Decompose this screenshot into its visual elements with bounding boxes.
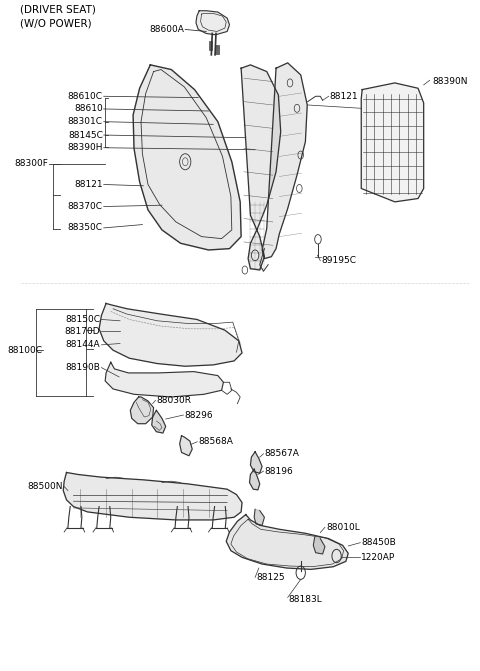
- Text: 88450B: 88450B: [361, 538, 396, 547]
- Polygon shape: [250, 469, 260, 490]
- Polygon shape: [226, 515, 348, 570]
- Text: 88390N: 88390N: [432, 77, 468, 86]
- Polygon shape: [196, 11, 229, 35]
- Text: 88010L: 88010L: [326, 523, 360, 532]
- Text: 88100C: 88100C: [7, 346, 42, 355]
- Text: 88183L: 88183L: [288, 595, 323, 604]
- Polygon shape: [180, 435, 192, 456]
- Polygon shape: [262, 63, 307, 258]
- Text: 88370C: 88370C: [68, 202, 103, 211]
- Text: 88350C: 88350C: [68, 223, 103, 232]
- Polygon shape: [130, 397, 154, 423]
- Polygon shape: [105, 362, 223, 397]
- Text: 88196: 88196: [264, 466, 293, 476]
- Text: 88296: 88296: [184, 411, 213, 419]
- Text: 88190B: 88190B: [66, 363, 100, 372]
- Text: (DRIVER SEAT)
(W/O POWER): (DRIVER SEAT) (W/O POWER): [20, 5, 96, 29]
- Polygon shape: [99, 303, 242, 366]
- Text: 88170D: 88170D: [65, 327, 100, 336]
- Polygon shape: [361, 83, 424, 202]
- Text: 88500N: 88500N: [28, 482, 63, 491]
- Text: 88567A: 88567A: [264, 450, 300, 458]
- Bar: [208, 42, 212, 50]
- Text: 88145C: 88145C: [68, 131, 103, 140]
- Polygon shape: [152, 411, 166, 433]
- Text: 88030R: 88030R: [156, 396, 192, 405]
- Text: 88121: 88121: [330, 92, 358, 101]
- Text: 88610: 88610: [74, 105, 103, 113]
- Text: 88568A: 88568A: [198, 437, 233, 446]
- Text: 88390H: 88390H: [67, 143, 103, 152]
- Polygon shape: [254, 509, 264, 525]
- Polygon shape: [251, 452, 262, 473]
- Text: 89195C: 89195C: [321, 256, 356, 265]
- Polygon shape: [133, 65, 241, 250]
- Text: 88150C: 88150C: [65, 315, 100, 324]
- Text: 88300F: 88300F: [14, 159, 48, 168]
- Polygon shape: [63, 472, 242, 520]
- Polygon shape: [313, 537, 325, 554]
- Text: 88301C: 88301C: [68, 117, 103, 126]
- Bar: [215, 46, 219, 54]
- Text: 88600A: 88600A: [149, 25, 184, 34]
- Polygon shape: [241, 65, 281, 270]
- Text: 88121: 88121: [74, 180, 103, 189]
- Text: 88610C: 88610C: [68, 92, 103, 101]
- Text: 1220AP: 1220AP: [361, 553, 396, 562]
- Text: 88125: 88125: [256, 573, 285, 582]
- Text: 88144A: 88144A: [66, 340, 100, 350]
